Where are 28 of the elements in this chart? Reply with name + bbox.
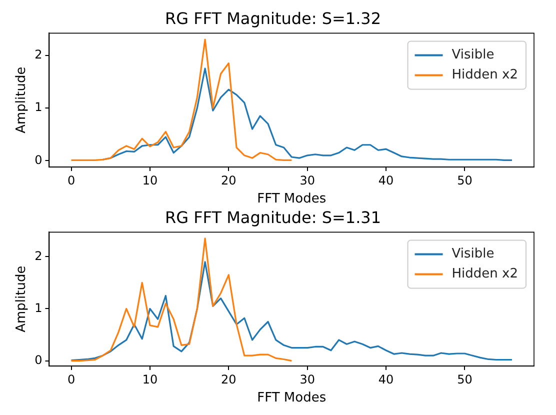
x-tick-label: 50 [457, 173, 472, 188]
x-tick-label: 0 [67, 372, 76, 386]
x-tick-label: 30 [300, 173, 315, 188]
x-tick-label: 0 [67, 173, 76, 188]
x-tick-label: 10 [142, 173, 158, 188]
x-axis-title: FFT Modes [257, 192, 326, 207]
x-tick-label: 20 [221, 372, 236, 386]
legend-label: Visible [452, 246, 494, 262]
x-axis-title: FFT Modes [257, 390, 326, 406]
x-tick-label: 50 [457, 372, 472, 386]
y-tick-label: 0 [34, 352, 42, 367]
y-tick-label: 0 [34, 152, 42, 167]
y-axis-title: Amplitude [14, 266, 30, 332]
x-tick-label: 40 [378, 372, 394, 386]
x-tick-label: 30 [300, 372, 315, 386]
chart-title: RG FFT Magnitude: S=1.32 [164, 8, 382, 28]
legend-label: Visible [452, 48, 494, 63]
y-tick-label: 2 [34, 248, 42, 263]
y-axis-title: Amplitude [14, 66, 30, 134]
y-tick-label: 2 [34, 47, 42, 62]
x-tick-label: 10 [142, 372, 158, 386]
y-tick-label: 1 [34, 300, 42, 315]
legend-label: Hidden x2 [452, 266, 518, 282]
x-tick-label: 40 [378, 173, 394, 188]
y-tick-label: 1 [34, 100, 42, 114]
legend-label: Hidden x2 [452, 68, 518, 83]
x-tick-label: 20 [221, 173, 236, 188]
chart-title: RG FFT Magnitude: S=1.31 [164, 208, 382, 227]
